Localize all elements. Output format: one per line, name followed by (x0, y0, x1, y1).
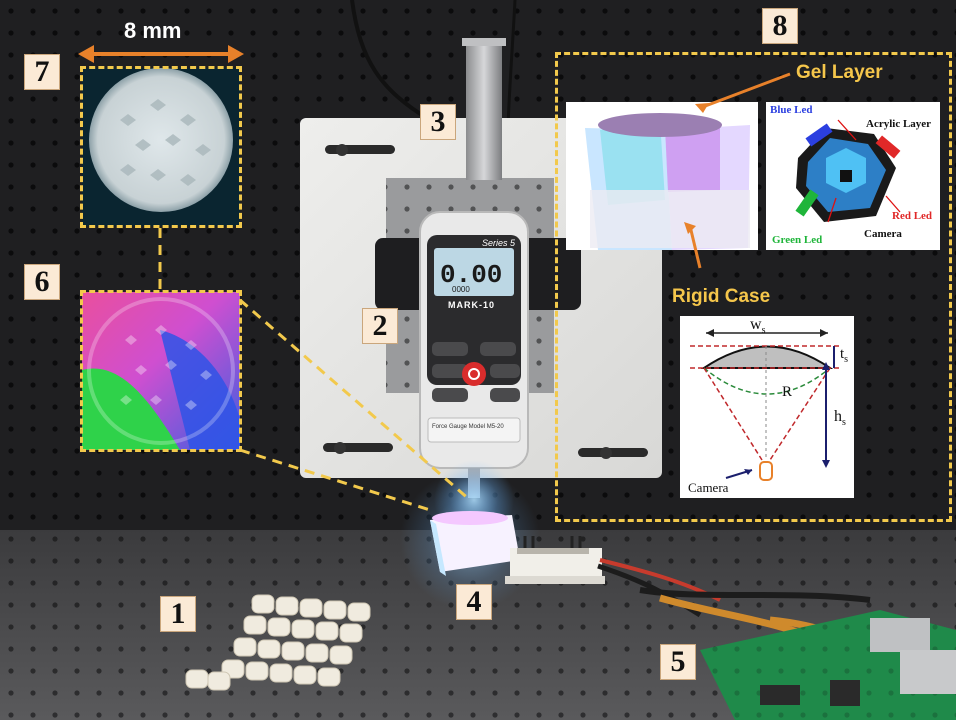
ws-label: ws (750, 316, 766, 337)
tag-3: 3 (420, 104, 456, 140)
tag-5: 5 (660, 644, 696, 680)
rigid-case-label: Rigid Case (672, 286, 771, 307)
green-led-label: Green Led (772, 234, 823, 246)
r-label: R (782, 384, 793, 400)
camera-label: Camera (864, 228, 902, 240)
inset-frame (555, 52, 952, 522)
inset-6-frame (80, 290, 242, 452)
gauge-sub-reading: 0000 (452, 285, 470, 294)
gauge-brand: MARK-10 (448, 300, 496, 310)
tag-7: 7 (24, 54, 60, 90)
blue-led-label: Blue Led (770, 104, 813, 116)
tag-6: 6 (24, 264, 60, 300)
acrylic-layer-label: Acrylic Layer (866, 118, 932, 130)
scale-label: 8 mm (124, 18, 182, 43)
tag-1: 1 (160, 596, 196, 632)
geometry-camera-label: Camera (688, 480, 729, 495)
gauge-title: Force Gauge Model M5-20 (432, 424, 504, 430)
ts-label: ts (840, 346, 849, 365)
red-led-label: Red Led (892, 210, 933, 222)
tag-4: 4 (456, 584, 492, 620)
gauge-reading: 0.00 (440, 260, 503, 290)
tag-8: 8 (762, 8, 798, 44)
inset-7-frame (80, 66, 242, 228)
gel-layer-label: Gel Layer (796, 62, 883, 83)
gauge-series-label: Series 5 (482, 238, 516, 248)
hs-label: hs (834, 408, 846, 429)
tag-2: 2 (362, 308, 398, 344)
